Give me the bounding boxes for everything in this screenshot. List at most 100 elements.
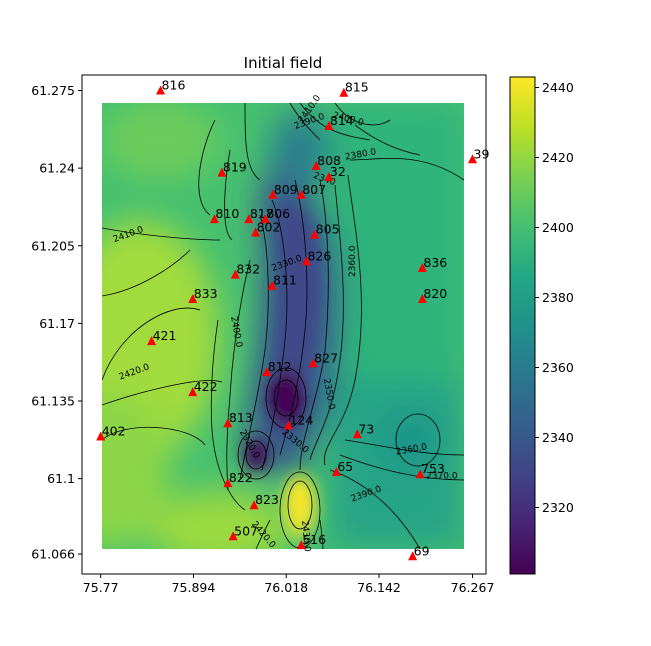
well-label: 816: [162, 78, 186, 93]
well-label: 813: [229, 410, 253, 425]
colorbar-tick-label: 2420: [542, 150, 574, 165]
colorbar-tick-label: 2440: [542, 80, 574, 95]
well-marker: [251, 227, 261, 237]
colorbar-tick-label: 2380: [542, 290, 574, 305]
contour-lines: [102, 103, 464, 549]
well-marker: [209, 214, 219, 224]
well-label: 421: [153, 328, 177, 343]
well-marker: [244, 214, 254, 224]
x-tick-label: 76.267: [451, 580, 495, 595]
well-label: 124: [289, 412, 313, 427]
plot-frame: [81, 74, 487, 575]
well-label: 823: [255, 492, 279, 507]
colorbar: [509, 76, 536, 575]
well-label: 402: [102, 423, 126, 438]
well-label: 65: [337, 459, 353, 474]
y-tick-label: 61.135: [31, 394, 75, 409]
well-label: 811: [273, 273, 297, 288]
well-label: 806: [266, 206, 290, 221]
contour-label: 2370.0: [426, 472, 458, 482]
well-marker: [249, 500, 259, 510]
well-marker: [301, 256, 311, 266]
heatmap-field: [102, 103, 464, 549]
well-label: 822: [229, 470, 253, 485]
well-marker: [331, 466, 341, 476]
well-label: 516: [302, 532, 326, 547]
well-marker: [339, 87, 349, 97]
well-label: 507: [234, 523, 258, 538]
well-marker: [310, 229, 320, 239]
well-marker: [324, 121, 334, 131]
y-tick-label: 61.1: [47, 471, 75, 486]
well-label: 802: [257, 219, 281, 234]
well-label: 832: [236, 262, 260, 277]
x-axis: 75.77 75.894 76.018 76.142 76.267: [83, 574, 495, 595]
well-label: 805: [316, 222, 340, 237]
well-label: 817: [250, 206, 274, 221]
colorbar-tick-label: 2340: [542, 430, 574, 445]
well-marker: [230, 269, 240, 279]
y-axis: 61.066 61.1 61.135 61.17 61.205 61.24 61.275: [31, 83, 82, 562]
well-marker: [96, 431, 106, 441]
contour-label: 2360.0: [348, 245, 358, 277]
well-marker: [223, 418, 233, 428]
well-marker: [147, 336, 157, 346]
well-marker: [308, 358, 318, 368]
well-marker: [262, 367, 272, 377]
chart-title: Initial field: [244, 54, 323, 72]
well-label: 422: [194, 379, 218, 394]
y-tick-label: 61.24: [39, 161, 75, 176]
well-label: 836: [423, 255, 447, 270]
well-label: 69: [414, 543, 430, 558]
well-marker: [217, 167, 227, 177]
y-tick-label: 61.205: [31, 238, 75, 253]
well-marker: [417, 293, 427, 303]
well-marker: [296, 540, 306, 550]
well-marker: [296, 189, 306, 199]
well-label: 814: [330, 113, 354, 128]
well-marker: [156, 85, 166, 95]
well-label: 810: [215, 206, 239, 221]
well-marker: [408, 551, 418, 561]
x-tick-label: 75.894: [172, 580, 216, 595]
well-label: 809: [274, 182, 298, 197]
well-label: 812: [268, 359, 292, 374]
well-marker: [352, 429, 362, 439]
well-label: 73: [358, 421, 374, 436]
colorbar-tick-label: 2400: [542, 220, 574, 235]
well-marker: [324, 172, 334, 182]
well-marker: [415, 469, 425, 479]
well-label: 833: [194, 286, 218, 301]
well-label: 815: [345, 80, 369, 95]
well-marker: [188, 293, 198, 303]
x-tick-label: 76.018: [264, 580, 308, 595]
well-label: 808: [317, 153, 341, 168]
well-label: 819: [223, 160, 247, 175]
well-marker: [228, 531, 238, 541]
well-label: 32: [330, 164, 346, 179]
well-label: 820: [423, 286, 447, 301]
colorbar-tick-label: 2320: [542, 500, 574, 515]
colorbar-ticks: 2320 2340 2360 2380 2400 2420 2440: [535, 80, 574, 515]
well-label: 753: [421, 461, 445, 476]
y-tick-label: 61.275: [31, 83, 75, 98]
well-marker: [260, 214, 270, 224]
well-marker: [417, 262, 427, 272]
x-tick-label: 76.142: [357, 580, 401, 595]
well-label: 39: [474, 146, 490, 161]
colorbar-tick-label: 2360: [542, 360, 574, 375]
well-label: 826: [307, 248, 331, 263]
well-marker: [223, 478, 233, 488]
well-marker: [468, 154, 478, 164]
y-tick-label: 61.17: [39, 316, 75, 331]
well-marker: [267, 280, 277, 290]
x-tick-label: 75.77: [83, 580, 119, 595]
well-marker: [268, 189, 278, 199]
well-label: 807: [302, 182, 326, 197]
well-marker: [311, 160, 321, 170]
well-marker: [188, 387, 198, 397]
y-tick-label: 61.066: [31, 547, 75, 562]
well-marker: [283, 420, 293, 430]
